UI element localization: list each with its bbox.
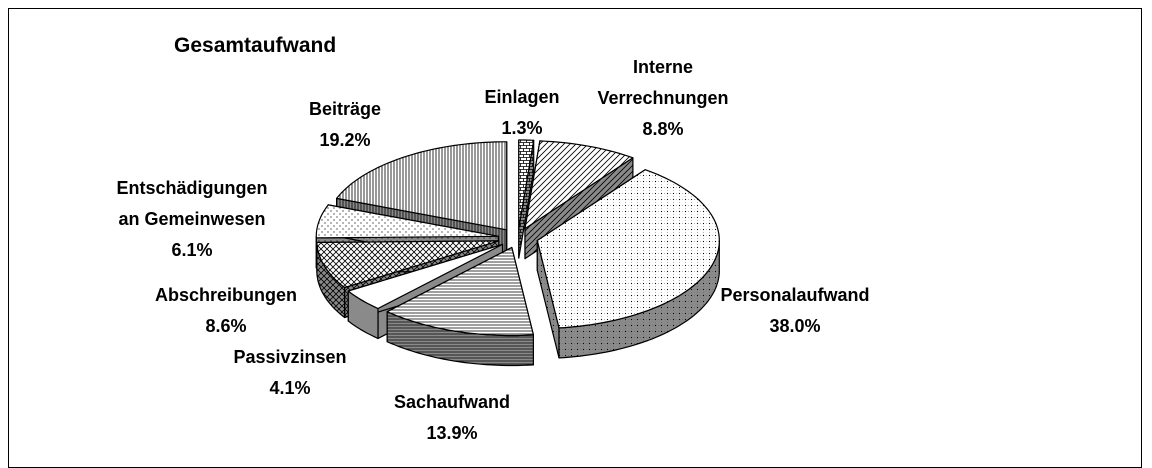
chart-title: Gesamtaufwand bbox=[174, 34, 337, 57]
category-label: Einlagen bbox=[484, 87, 560, 107]
slice-top bbox=[536, 169, 720, 329]
data-label: Personalaufwand 38.0% bbox=[695, 280, 895, 342]
slice-top bbox=[524, 140, 634, 230]
data-label: Interne Verrechnungen 8.8% bbox=[588, 52, 738, 145]
slice-top bbox=[347, 243, 504, 310]
slice-top bbox=[336, 141, 508, 231]
category-label: Personalaufwand bbox=[720, 285, 870, 305]
data-label: Sachaufwand 13.9% bbox=[352, 387, 552, 449]
slice-top bbox=[386, 246, 534, 337]
value-label: 6.1% bbox=[171, 240, 213, 260]
slice-top bbox=[518, 139, 535, 229]
pie-slice bbox=[386, 246, 534, 367]
category-label: Sachaufwand bbox=[393, 392, 511, 412]
category-label: Abschreibungen bbox=[154, 285, 297, 305]
category-label: Entschädigungen an Gemeinwesen bbox=[116, 178, 268, 229]
value-label: 19.2% bbox=[319, 130, 371, 150]
value-label: 4.1% bbox=[269, 378, 311, 398]
page: Gesamtaufwand (() => { const data = JSON… bbox=[8, 8, 1142, 468]
data-label: Einlagen 1.3% bbox=[422, 82, 622, 144]
data-label: Beiträge 19.2% bbox=[245, 94, 445, 156]
slice-top bbox=[316, 240, 500, 289]
pie-slice bbox=[536, 169, 720, 359]
data-label: Passivzinsen 4.1% bbox=[190, 342, 390, 404]
value-label: 1.3% bbox=[501, 118, 543, 138]
chart bbox=[315, 139, 720, 367]
category-label: Beiträge bbox=[308, 99, 382, 119]
slice-top bbox=[315, 204, 499, 239]
data-label: Abschreibungen 8.6% bbox=[126, 280, 326, 342]
value-label: 13.9% bbox=[426, 423, 478, 443]
value-label: 8.8% bbox=[642, 119, 684, 139]
pie-slice bbox=[518, 139, 535, 259]
category-label: Passivzinsen bbox=[233, 347, 347, 367]
data-label: Entschädigungen an Gemeinwesen 6.1% bbox=[110, 173, 275, 266]
value-label: 8.6% bbox=[205, 316, 247, 336]
category-label: Interne Verrechnungen bbox=[597, 57, 729, 108]
value-label: 38.0% bbox=[769, 316, 821, 336]
